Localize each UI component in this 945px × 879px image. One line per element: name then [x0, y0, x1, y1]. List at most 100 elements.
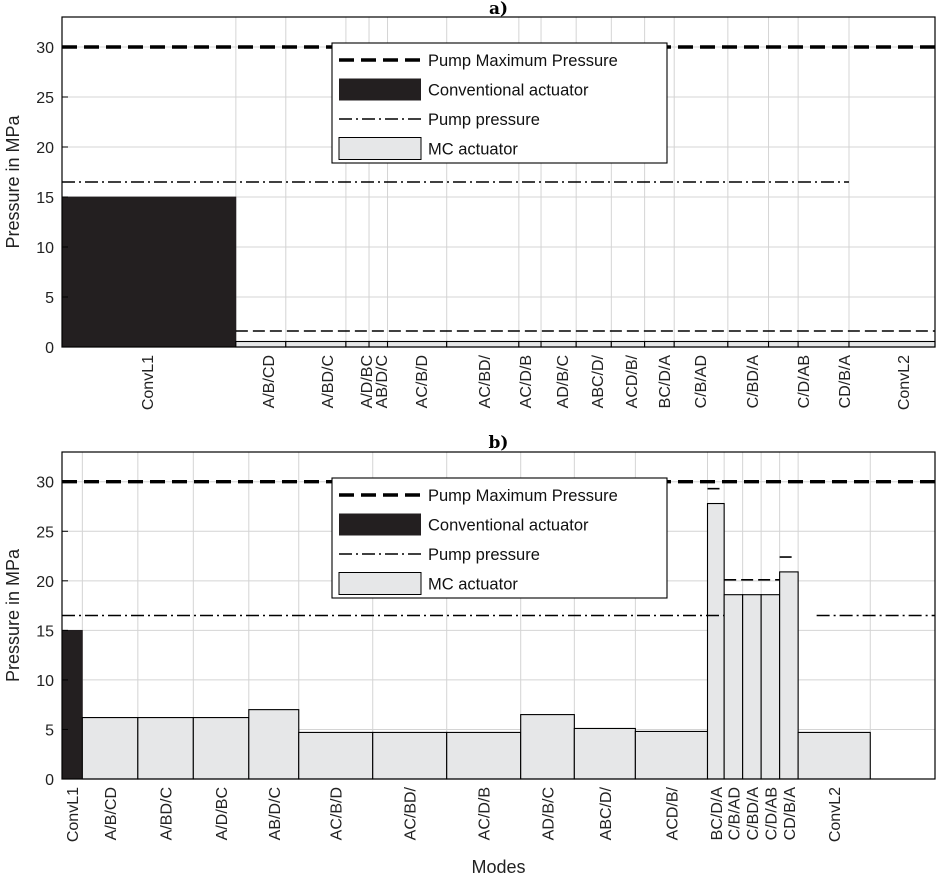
x-tick-label: ConvL2 — [827, 787, 844, 842]
y-tick-label: 0 — [45, 772, 54, 789]
x-tick-label: ConvL1 — [140, 355, 157, 410]
x-tick-label: AC/B/D — [414, 355, 431, 408]
mc-bar — [235, 340, 287, 348]
legend: Pump Maximum Pressure Conventional actuat… — [331, 477, 668, 599]
x-tick-label: AC/D/B — [518, 355, 535, 408]
legend-swatch-mc — [338, 137, 422, 160]
conventional-bar — [61, 629, 83, 780]
mc-bar — [848, 340, 936, 348]
legend: Pump Maximum Pressure Conventional actuat… — [331, 42, 668, 164]
y-tick-label: 30 — [36, 475, 54, 492]
mc-bar — [520, 714, 575, 780]
conventional-bar — [61, 196, 237, 348]
legend-entry: Conventional actuator — [428, 82, 589, 100]
x-tick-label: ACD/B/ — [664, 786, 681, 840]
legend-entry: Pump Maximum Pressure — [428, 52, 618, 70]
y-tick-label: 15 — [36, 190, 54, 207]
legend-swatch-conventional — [339, 78, 421, 101]
legend-entry: Pump pressure — [428, 111, 540, 129]
mc-bar — [368, 340, 389, 348]
x-tick-label: ABC/D/ — [590, 354, 607, 408]
mc-bar — [706, 502, 725, 780]
legend-swatch-conventional — [339, 513, 421, 536]
mc-bar — [742, 594, 762, 780]
panel-b: b) 0 5 10 15 20 25 30 Pressure in MPa ConvL1 A/B/C… — [3, 433, 936, 877]
x-tick-label: AC/B/D — [329, 787, 346, 840]
legend-entry: Pump pressure — [428, 546, 540, 564]
bars — [61, 196, 936, 348]
y-tick-label: 30 — [36, 40, 54, 57]
x-tick-label: BC/D/A — [709, 787, 726, 841]
legend-entry: Conventional actuator — [428, 517, 589, 535]
mc-bar — [797, 731, 871, 780]
y-axis-label: Pressure in MPa — [3, 548, 23, 682]
chart-title: b) — [489, 433, 509, 453]
panel-a: a) 0 5 10 15 20 25 30 Pressure in MPa ConvL1 A/B/C… — [3, 0, 936, 410]
x-tick-label: AC/D/B — [477, 787, 494, 840]
x-tick-label: ConvL1 — [65, 787, 82, 842]
mc-bar — [610, 340, 646, 348]
mc-bar — [723, 594, 744, 780]
mc-bar — [192, 717, 250, 780]
plot-frame — [61, 16, 936, 348]
mc-bar — [673, 340, 729, 348]
plot-frame — [61, 451, 936, 780]
x-tick-label: ABC/D/ — [598, 786, 615, 840]
mc-bar — [81, 717, 139, 780]
x-tick-label: C/B/AD — [693, 355, 710, 408]
mc-bar — [727, 340, 770, 348]
x-tick-label: BC/D/A — [657, 355, 674, 409]
x-tick-label: ConvL2 — [896, 355, 913, 410]
mc-bar — [767, 340, 799, 348]
y-tick-label: 5 — [45, 722, 54, 739]
y-tick-label: 10 — [36, 240, 54, 257]
mc-bar — [248, 709, 300, 780]
x-tick-label: C/BD/A — [745, 355, 762, 409]
x-tick-label: C/D/AB — [796, 355, 813, 408]
x-tick-label: AC/BD/ — [403, 786, 420, 840]
x-tick-label: AB/D/C — [267, 787, 284, 840]
x-tick-label: AB/D/C — [374, 355, 391, 408]
mc-bar — [298, 731, 374, 780]
y-tick-label: 25 — [36, 90, 54, 107]
mc-bar — [634, 730, 709, 780]
x-tick-label: A/B/CD — [261, 355, 278, 408]
x-tick-label: AC/BD/ — [477, 354, 494, 408]
x-tick-label: ACD/B/ — [624, 354, 641, 408]
x-tick-label: A/BD/C — [320, 355, 337, 408]
x-tick-label: CD/B/A — [782, 787, 799, 841]
y-axis-label: Pressure in MPa — [3, 114, 23, 248]
mc-bar — [345, 340, 370, 348]
mc-bar — [797, 340, 850, 348]
mc-bar — [644, 340, 675, 348]
x-tick-label: A/D/BC — [214, 787, 231, 840]
bars — [61, 502, 871, 780]
x-axis-label: Modes — [471, 857, 525, 877]
x-tick-label: A/BD/C — [159, 787, 176, 840]
mc-bar — [137, 717, 194, 780]
mc-bar — [760, 594, 781, 780]
y-tick-label: 15 — [36, 623, 54, 640]
y-tick-label: 10 — [36, 673, 54, 690]
legend-entry: Pump Maximum Pressure — [428, 487, 618, 505]
mc-bar — [573, 727, 636, 780]
x-tick-label: CD/B/A — [837, 355, 854, 409]
mc-bar — [575, 340, 612, 348]
y-tick-label: 20 — [36, 574, 54, 591]
x-tick-label: AD/B/C — [541, 787, 558, 840]
mc-bar — [372, 731, 448, 780]
mc-bar — [540, 340, 577, 348]
x-tick-label: AD/B/C — [555, 355, 572, 408]
legend-swatch-mc — [338, 572, 422, 595]
mc-bar — [779, 571, 799, 780]
y-tick-label: 25 — [36, 524, 54, 541]
mc-bar — [446, 340, 520, 348]
x-tick-label: A/D/BC — [359, 355, 376, 408]
y-tick-label: 0 — [45, 340, 54, 357]
chart-title: a) — [489, 0, 508, 19]
x-tick-label: A/B/CD — [103, 787, 120, 840]
mc-bar — [518, 340, 542, 348]
y-tick-label: 20 — [36, 140, 54, 157]
x-tick-label: C/B/AD — [726, 787, 743, 840]
